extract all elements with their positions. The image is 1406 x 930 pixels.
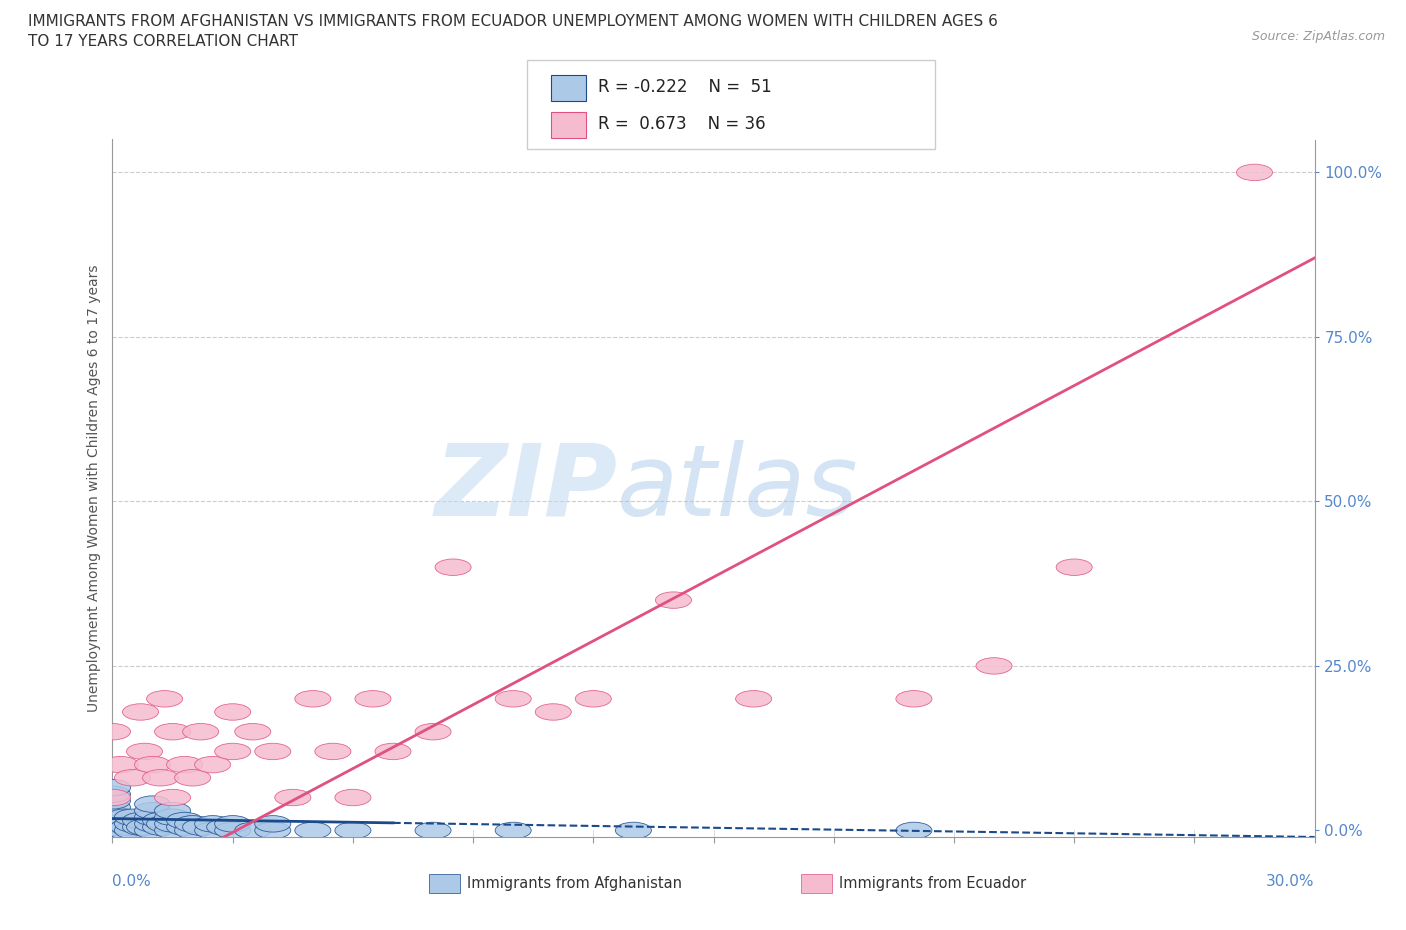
Ellipse shape xyxy=(295,691,330,707)
Ellipse shape xyxy=(107,809,142,826)
Ellipse shape xyxy=(155,803,191,819)
Ellipse shape xyxy=(335,790,371,805)
Ellipse shape xyxy=(354,691,391,707)
Ellipse shape xyxy=(103,756,139,773)
Ellipse shape xyxy=(155,790,191,805)
Ellipse shape xyxy=(575,691,612,707)
Ellipse shape xyxy=(94,805,131,822)
Ellipse shape xyxy=(94,819,131,835)
Ellipse shape xyxy=(655,591,692,608)
Ellipse shape xyxy=(94,809,131,826)
Ellipse shape xyxy=(135,809,170,826)
Ellipse shape xyxy=(274,790,311,805)
Ellipse shape xyxy=(235,822,271,839)
Ellipse shape xyxy=(254,743,291,760)
Ellipse shape xyxy=(135,803,170,819)
Ellipse shape xyxy=(127,743,163,760)
Ellipse shape xyxy=(495,691,531,707)
Ellipse shape xyxy=(215,822,250,839)
Ellipse shape xyxy=(434,559,471,576)
Ellipse shape xyxy=(146,691,183,707)
Ellipse shape xyxy=(94,790,131,805)
Ellipse shape xyxy=(174,822,211,839)
Ellipse shape xyxy=(107,822,142,839)
Ellipse shape xyxy=(1056,559,1092,576)
Ellipse shape xyxy=(194,756,231,773)
Ellipse shape xyxy=(94,822,131,839)
Ellipse shape xyxy=(155,809,191,826)
Ellipse shape xyxy=(215,816,250,832)
Ellipse shape xyxy=(335,822,371,839)
Ellipse shape xyxy=(315,743,352,760)
Ellipse shape xyxy=(295,822,330,839)
Ellipse shape xyxy=(94,812,131,829)
Ellipse shape xyxy=(375,743,411,760)
Ellipse shape xyxy=(122,704,159,720)
Ellipse shape xyxy=(976,658,1012,674)
Text: IMMIGRANTS FROM AFGHANISTAN VS IMMIGRANTS FROM ECUADOR UNEMPLOYMENT AMONG WOMEN : IMMIGRANTS FROM AFGHANISTAN VS IMMIGRANT… xyxy=(28,14,998,48)
Ellipse shape xyxy=(135,796,170,812)
Ellipse shape xyxy=(166,819,202,835)
Ellipse shape xyxy=(183,819,219,835)
Ellipse shape xyxy=(194,822,231,839)
Ellipse shape xyxy=(1236,165,1272,180)
Ellipse shape xyxy=(207,819,243,835)
Ellipse shape xyxy=(122,819,159,835)
Text: R =  0.673    N = 36: R = 0.673 N = 36 xyxy=(598,115,765,133)
Ellipse shape xyxy=(896,822,932,839)
Ellipse shape xyxy=(166,812,202,829)
Text: Source: ZipAtlas.com: Source: ZipAtlas.com xyxy=(1251,30,1385,43)
Y-axis label: Unemployment Among Women with Children Ages 6 to 17 years: Unemployment Among Women with Children A… xyxy=(87,264,101,712)
Ellipse shape xyxy=(146,816,183,832)
Ellipse shape xyxy=(174,816,211,832)
Ellipse shape xyxy=(896,691,932,707)
Ellipse shape xyxy=(135,816,170,832)
Ellipse shape xyxy=(114,769,150,786)
Ellipse shape xyxy=(254,816,291,832)
Ellipse shape xyxy=(114,809,150,826)
Ellipse shape xyxy=(111,819,146,835)
Text: ZIP: ZIP xyxy=(434,440,617,537)
Ellipse shape xyxy=(536,704,571,720)
Text: 0.0%: 0.0% xyxy=(112,874,152,889)
Text: atlas: atlas xyxy=(617,440,859,537)
Ellipse shape xyxy=(107,816,142,832)
Ellipse shape xyxy=(135,756,170,773)
Ellipse shape xyxy=(415,724,451,740)
Ellipse shape xyxy=(235,724,271,740)
Ellipse shape xyxy=(155,822,191,839)
Ellipse shape xyxy=(94,799,131,816)
Ellipse shape xyxy=(183,724,219,740)
Ellipse shape xyxy=(94,792,131,809)
Ellipse shape xyxy=(155,724,191,740)
Ellipse shape xyxy=(155,816,191,832)
Ellipse shape xyxy=(94,816,131,832)
Ellipse shape xyxy=(215,704,250,720)
Text: Immigrants from Afghanistan: Immigrants from Afghanistan xyxy=(467,876,682,891)
Text: Immigrants from Ecuador: Immigrants from Ecuador xyxy=(839,876,1026,891)
Ellipse shape xyxy=(194,816,231,832)
Ellipse shape xyxy=(174,769,211,786)
Ellipse shape xyxy=(166,756,202,773)
Ellipse shape xyxy=(616,822,651,839)
Ellipse shape xyxy=(254,822,291,839)
Ellipse shape xyxy=(142,769,179,786)
Ellipse shape xyxy=(114,816,150,832)
Ellipse shape xyxy=(94,786,131,803)
Text: R = -0.222    N =  51: R = -0.222 N = 51 xyxy=(598,78,772,96)
Ellipse shape xyxy=(127,819,163,835)
Ellipse shape xyxy=(114,822,150,839)
Ellipse shape xyxy=(94,779,131,796)
Ellipse shape xyxy=(415,822,451,839)
Ellipse shape xyxy=(122,812,159,829)
Ellipse shape xyxy=(495,822,531,839)
Ellipse shape xyxy=(94,724,131,740)
Ellipse shape xyxy=(735,691,772,707)
Ellipse shape xyxy=(215,743,250,760)
Ellipse shape xyxy=(142,812,179,829)
Ellipse shape xyxy=(142,819,179,835)
Ellipse shape xyxy=(135,822,170,839)
Text: 30.0%: 30.0% xyxy=(1267,874,1315,889)
